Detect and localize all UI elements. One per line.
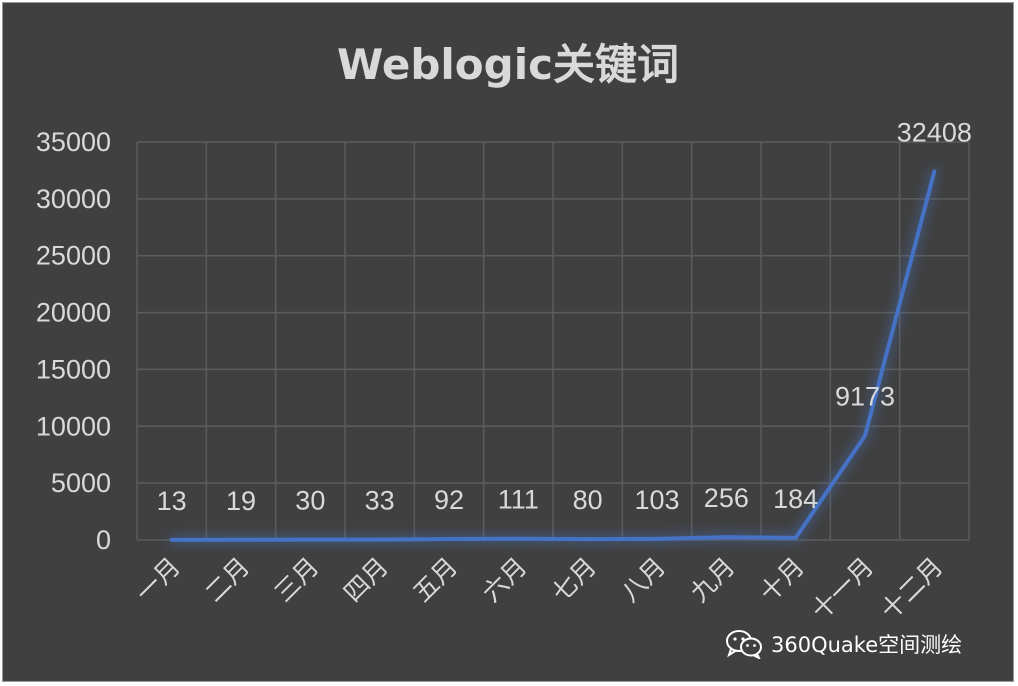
data-labels: 13 19 30 33 92 111 80 103 256 184 9173 32408 <box>157 117 972 515</box>
x-tick-label: 七月 <box>547 552 602 607</box>
series-line <box>169 169 937 542</box>
wechat-icon <box>726 630 762 659</box>
watermark-text: 360Quake空间测绘 <box>771 633 963 657</box>
y-axis-ticks: 0 5000 10000 15000 20000 25000 30000 35000 <box>36 127 111 555</box>
x-tick-label: 二月 <box>200 552 255 607</box>
y-tick-label: 10000 <box>36 411 111 441</box>
watermark: 360Quake空间测绘 <box>725 627 962 661</box>
x-tick-label: 六月 <box>477 552 532 607</box>
y-tick-label: 35000 <box>36 127 111 157</box>
data-label: 111 <box>498 485 539 515</box>
x-tick-label: 十二月 <box>876 552 949 625</box>
chart-title: Weblogic关键词 <box>337 40 679 89</box>
data-label: 92 <box>434 485 464 515</box>
gridlines <box>136 141 970 541</box>
data-label: 256 <box>704 483 749 513</box>
y-tick-label: 15000 <box>36 354 111 384</box>
data-label: 32408 <box>897 117 972 147</box>
y-tick-label: 25000 <box>36 241 111 271</box>
y-tick-label: 30000 <box>36 184 111 214</box>
x-tick-label: 一月 <box>131 552 186 607</box>
x-tick-label: 四月 <box>339 552 394 607</box>
data-label: 80 <box>573 485 603 515</box>
x-tick-label: 五月 <box>408 552 463 607</box>
y-tick-label: 20000 <box>36 298 111 328</box>
y-tick-label: 0 <box>96 525 111 555</box>
data-label: 33 <box>365 486 395 516</box>
data-label: 9173 <box>835 382 895 412</box>
data-label: 103 <box>634 485 679 515</box>
data-label: 19 <box>226 486 256 516</box>
data-label: 184 <box>773 484 818 514</box>
data-label: 13 <box>157 486 187 516</box>
x-tick-label: 九月 <box>685 552 740 607</box>
x-tick-label: 十月 <box>755 552 810 607</box>
series-line-layer <box>169 169 937 542</box>
x-tick-label: 八月 <box>616 552 671 607</box>
x-tick-label: 十一月 <box>806 552 879 625</box>
y-tick-label: 5000 <box>51 468 111 498</box>
line-chart: Weblogic关键词 0500010000150002000025000300… <box>36 40 972 625</box>
x-tick-label: 三月 <box>269 552 324 607</box>
data-label: 30 <box>295 486 325 516</box>
